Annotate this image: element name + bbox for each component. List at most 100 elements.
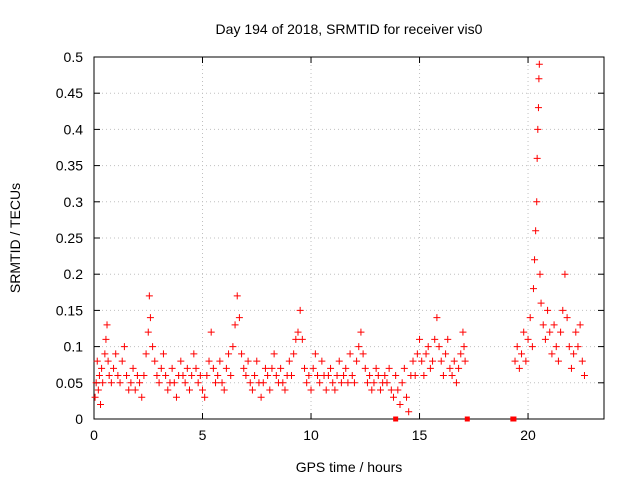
y-tick-label: 0.25 [56, 230, 83, 246]
data-point [151, 357, 159, 365]
data-point [559, 306, 567, 314]
data-point [129, 364, 137, 372]
data-point [277, 364, 285, 372]
data-point [123, 372, 131, 380]
data-point [311, 350, 319, 358]
data-point [307, 386, 315, 394]
data-point [93, 357, 101, 365]
y-tick-label: 0.45 [56, 85, 83, 101]
data-point [248, 386, 256, 394]
grid-lines [94, 57, 604, 419]
data-point [327, 364, 335, 372]
data-point [348, 372, 356, 380]
x-axis-label: GPS time / hours [296, 459, 403, 475]
data-point [518, 350, 526, 358]
data-point [118, 357, 126, 365]
data-point [394, 386, 402, 394]
data-point [251, 372, 259, 380]
data-point [242, 372, 250, 380]
data-point [140, 372, 148, 380]
data-point [544, 306, 552, 314]
data-point [318, 357, 326, 365]
data-point [442, 350, 450, 358]
y-tick-label: 0 [75, 411, 83, 427]
data-point [107, 379, 115, 387]
data-point [533, 198, 541, 206]
data-point [342, 364, 350, 372]
data-point [405, 408, 413, 416]
data-point [268, 364, 276, 372]
data-point [270, 350, 278, 358]
data-point [324, 372, 332, 380]
data-point [305, 372, 313, 380]
data-point [426, 364, 434, 372]
data-point [177, 357, 185, 365]
data-point [172, 393, 180, 401]
data-point [92, 379, 100, 387]
data-point [181, 379, 189, 387]
data-point [259, 379, 267, 387]
data-point [372, 364, 380, 372]
data-point [444, 335, 452, 343]
data-point [374, 372, 382, 380]
data-point [576, 321, 584, 329]
data-point [272, 372, 280, 380]
data-point [285, 357, 293, 365]
data-point [214, 372, 222, 380]
data-point [190, 350, 198, 358]
data-point [461, 357, 469, 365]
data-point [522, 357, 530, 365]
data-point [515, 364, 523, 372]
data-point [216, 357, 224, 365]
data-point [112, 350, 120, 358]
data-point [350, 379, 358, 387]
data-point [257, 393, 265, 401]
data-point [229, 343, 237, 351]
data-point [110, 364, 118, 372]
data-point [155, 379, 163, 387]
data-point [450, 357, 458, 365]
data-point [212, 379, 220, 387]
data-point [316, 379, 324, 387]
data-point [368, 386, 376, 394]
data-point [287, 372, 295, 380]
data-point [97, 401, 105, 409]
data-point [133, 372, 141, 380]
y-axis-label: SRMTID / TECUs [7, 183, 23, 293]
data-point [199, 386, 207, 394]
y-tick-label: 0.3 [64, 194, 84, 210]
data-point [188, 372, 196, 380]
data-point [557, 328, 565, 336]
data-point [240, 364, 248, 372]
data-point [185, 386, 193, 394]
data-point [233, 292, 241, 300]
y-tick-label: 0.35 [56, 158, 83, 174]
data-point [381, 372, 389, 380]
data-point [205, 357, 213, 365]
data-point [120, 343, 128, 351]
data-point [389, 393, 397, 401]
data-point [565, 343, 573, 351]
data-point [322, 386, 330, 394]
data-point [574, 343, 582, 351]
data-point [144, 328, 152, 336]
data-point [333, 372, 341, 380]
data-point-square [464, 416, 470, 422]
data-point [546, 328, 554, 336]
data-point [533, 154, 541, 162]
data-point [439, 372, 447, 380]
data-point [433, 314, 441, 322]
data-point [383, 379, 391, 387]
data-point [554, 357, 562, 365]
data-point [207, 328, 215, 336]
data-point [146, 314, 154, 322]
data-point [396, 401, 404, 409]
data-point [209, 364, 217, 372]
data-point [429, 357, 437, 365]
data-point [535, 60, 543, 68]
data-point [528, 343, 536, 351]
data-point [162, 372, 170, 380]
data-point [526, 314, 534, 322]
data-point [513, 343, 521, 351]
data-point [424, 343, 432, 351]
